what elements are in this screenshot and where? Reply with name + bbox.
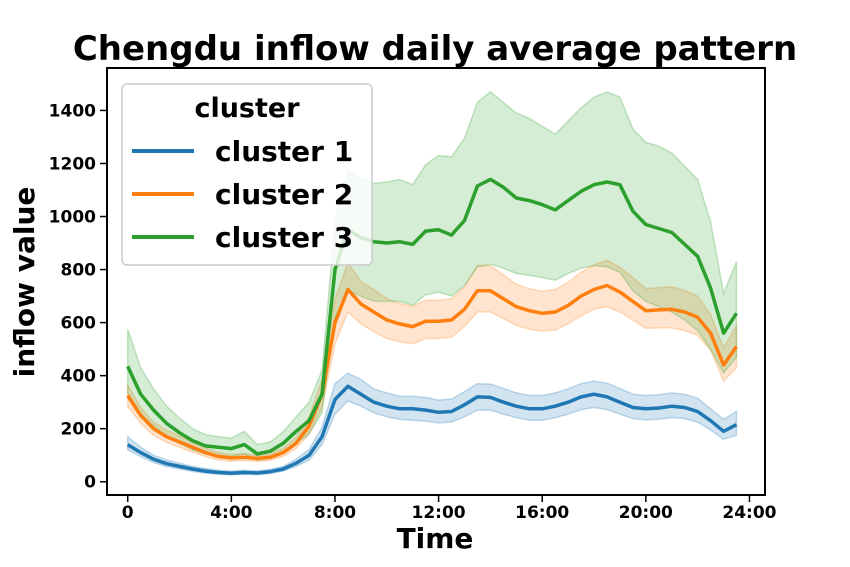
y-tick-label: 200 [61,420,97,440]
y-tick-label: 1000 [49,208,96,228]
x-tick-label: 24:00 [722,503,776,523]
legend-box [121,83,373,266]
x-tick-label: 4:00 [210,503,252,523]
legend-item-cluster-1: cluster 1 [132,135,353,168]
y-tick-label: 1400 [49,101,96,121]
series-3-line [126,177,738,456]
x-tick-label: 16:00 [515,503,569,523]
legend-label: cluster 3 [215,221,353,254]
x-axis-label: Time [397,522,474,555]
x-tick-label: 12:00 [412,503,466,523]
y-tick-label: 0 [84,473,96,493]
series-1-line [126,384,738,476]
legend: cluster cluster 1 cluster 2 cluster 3 [121,83,373,266]
legend-title: cluster [194,93,300,124]
legend-items: cluster 1 cluster 2 cluster 3 [132,135,353,254]
confidence-bands [126,90,738,476]
x-tick-label: 0 [122,503,134,523]
series-2-band [126,259,738,463]
legend-label: cluster 1 [215,135,353,168]
plot-area-frame [106,67,766,496]
legend-label: cluster 2 [215,178,353,211]
y-axis-ticks: 0 200 400 600 800 1000 1200 1400 [49,101,107,493]
series-lines [126,177,738,476]
series-2-line [126,283,738,461]
y-tick-label: 600 [61,314,97,334]
x-axis-ticks: 0 4:00 8:00 12:00 16:00 20:00 24:00 [122,495,777,523]
x-tick-label: 8:00 [314,503,356,523]
legend-item-cluster-2: cluster 2 [132,178,353,211]
y-axis-label: inflow value [8,187,41,378]
y-tick-label: 1200 [49,154,96,174]
y-tick-label: 400 [61,367,97,387]
y-tick-label: 800 [61,261,97,281]
series-1-band [126,372,738,476]
x-tick-label: 20:00 [619,503,673,523]
legend-item-cluster-3: cluster 3 [132,221,353,254]
chart-title: Chengdu inflow daily average pattern [73,29,797,69]
